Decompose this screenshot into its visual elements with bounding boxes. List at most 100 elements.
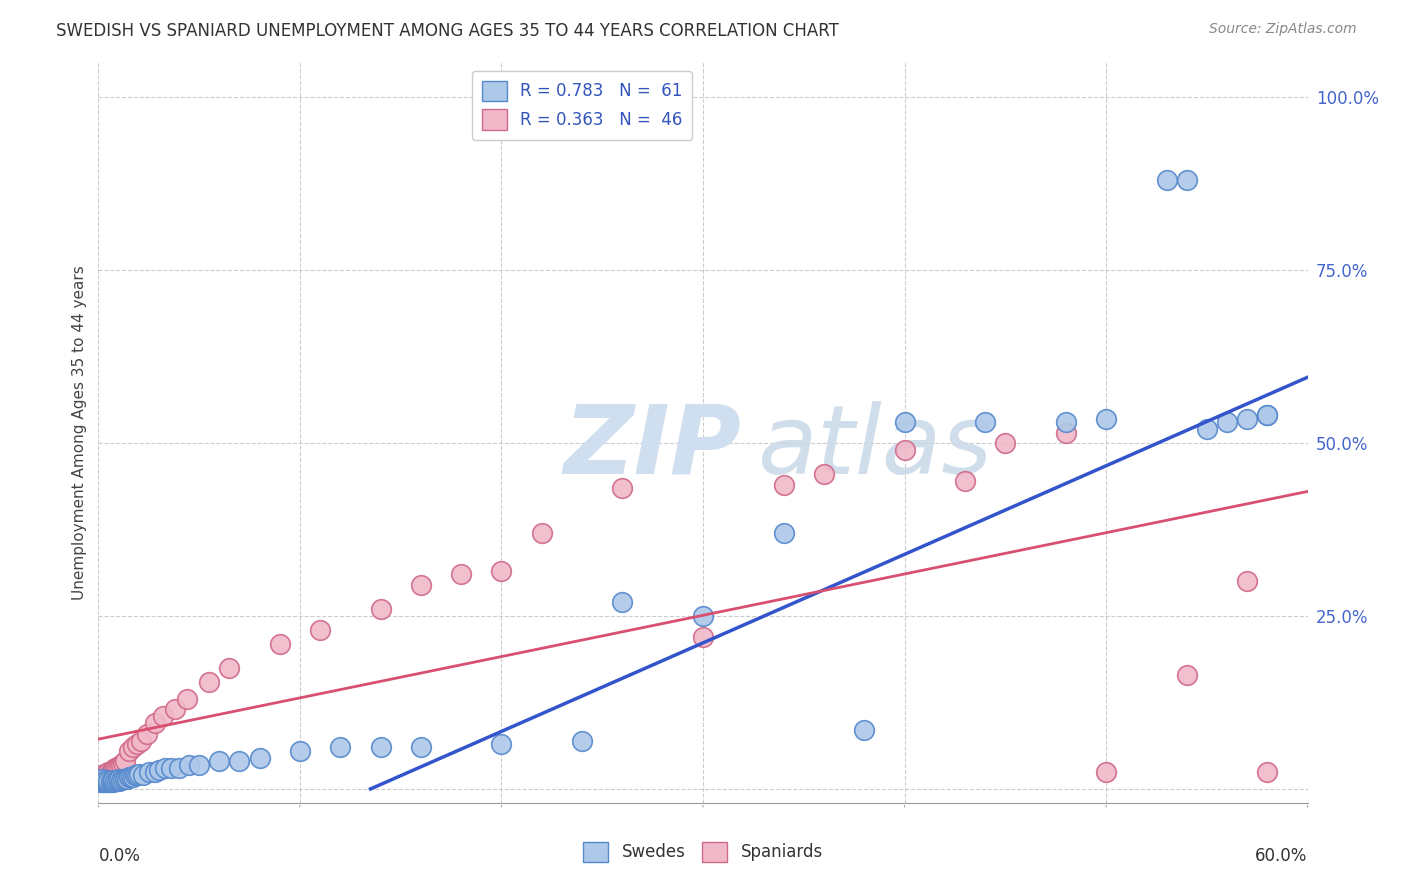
Point bbox=[110, 757, 132, 772]
Point bbox=[1175, 667, 1198, 681]
Point bbox=[1236, 574, 1258, 589]
Point bbox=[91, 772, 114, 786]
Point bbox=[97, 775, 120, 789]
Point bbox=[218, 661, 240, 675]
Point bbox=[1256, 409, 1278, 423]
Point bbox=[89, 773, 111, 788]
Point bbox=[1175, 173, 1198, 187]
Legend: Swedes, Spaniards: Swedes, Spaniards bbox=[576, 835, 830, 869]
Point bbox=[160, 761, 183, 775]
Point bbox=[152, 709, 174, 723]
Point bbox=[163, 702, 186, 716]
Point bbox=[370, 740, 392, 755]
Point bbox=[176, 692, 198, 706]
Point bbox=[135, 726, 157, 740]
Point bbox=[118, 744, 141, 758]
Point bbox=[198, 674, 221, 689]
Point bbox=[89, 772, 111, 787]
Point bbox=[893, 442, 915, 457]
Text: Source: ZipAtlas.com: Source: ZipAtlas.com bbox=[1209, 22, 1357, 37]
Point bbox=[450, 567, 472, 582]
Point bbox=[953, 474, 976, 488]
Text: atlas: atlas bbox=[758, 401, 993, 494]
Point bbox=[612, 595, 634, 609]
Point bbox=[103, 773, 125, 788]
Point bbox=[97, 773, 120, 788]
Point bbox=[129, 733, 152, 747]
Point bbox=[121, 770, 143, 784]
Point bbox=[772, 525, 794, 540]
Point bbox=[100, 764, 122, 779]
Point bbox=[370, 602, 392, 616]
Point bbox=[1095, 411, 1118, 425]
Point bbox=[612, 481, 634, 495]
Point bbox=[93, 773, 115, 788]
Point bbox=[114, 772, 136, 786]
Point bbox=[1216, 415, 1239, 429]
Point bbox=[692, 609, 714, 624]
Point bbox=[1156, 173, 1178, 187]
Point bbox=[491, 737, 513, 751]
Point bbox=[101, 763, 124, 777]
Point bbox=[115, 772, 138, 786]
Point bbox=[1195, 422, 1218, 436]
Y-axis label: Unemployment Among Ages 35 to 44 years: Unemployment Among Ages 35 to 44 years bbox=[72, 265, 87, 600]
Point bbox=[143, 716, 166, 731]
Point bbox=[97, 764, 120, 779]
Text: 0.0%: 0.0% bbox=[98, 847, 141, 865]
Point bbox=[188, 757, 211, 772]
Point bbox=[120, 770, 142, 784]
Text: ZIP: ZIP bbox=[564, 401, 742, 494]
Point bbox=[114, 754, 136, 768]
Point bbox=[249, 751, 271, 765]
Point bbox=[1256, 764, 1278, 779]
Point bbox=[329, 740, 352, 755]
Point bbox=[893, 415, 915, 429]
Point bbox=[179, 757, 201, 772]
Point bbox=[288, 744, 311, 758]
Point bbox=[91, 775, 114, 789]
Point bbox=[1236, 411, 1258, 425]
Point bbox=[974, 415, 997, 429]
Point bbox=[409, 578, 432, 592]
Point bbox=[101, 772, 124, 787]
Point bbox=[1054, 415, 1077, 429]
Point bbox=[772, 477, 794, 491]
Text: SWEDISH VS SPANIARD UNEMPLOYMENT AMONG AGES 35 TO 44 YEARS CORRELATION CHART: SWEDISH VS SPANIARD UNEMPLOYMENT AMONG A… bbox=[56, 22, 839, 40]
Point bbox=[110, 772, 132, 787]
Point bbox=[107, 772, 129, 786]
Point bbox=[138, 764, 160, 779]
Point bbox=[105, 761, 128, 775]
Point bbox=[128, 766, 150, 780]
Point bbox=[100, 773, 122, 788]
Point bbox=[93, 770, 115, 784]
Point bbox=[692, 630, 714, 644]
Point bbox=[118, 770, 141, 784]
Point bbox=[96, 775, 118, 789]
Point bbox=[228, 754, 250, 768]
Point bbox=[96, 768, 118, 782]
Point bbox=[208, 754, 231, 768]
Point bbox=[93, 766, 115, 780]
Point bbox=[101, 775, 124, 789]
Text: 60.0%: 60.0% bbox=[1256, 847, 1308, 865]
Point bbox=[124, 768, 146, 782]
Point bbox=[111, 772, 134, 786]
Point bbox=[89, 772, 111, 786]
Point bbox=[91, 772, 114, 786]
Point bbox=[1256, 409, 1278, 423]
Point bbox=[491, 564, 513, 578]
Point bbox=[1054, 425, 1077, 440]
Point bbox=[107, 773, 129, 788]
Point bbox=[143, 764, 166, 779]
Point bbox=[125, 737, 148, 751]
Point bbox=[96, 772, 118, 787]
Point bbox=[1095, 764, 1118, 779]
Point bbox=[409, 740, 432, 755]
Point bbox=[125, 768, 148, 782]
Point bbox=[121, 740, 143, 755]
Point bbox=[994, 436, 1017, 450]
Point bbox=[853, 723, 876, 738]
Point bbox=[91, 770, 114, 784]
Point bbox=[167, 761, 190, 775]
